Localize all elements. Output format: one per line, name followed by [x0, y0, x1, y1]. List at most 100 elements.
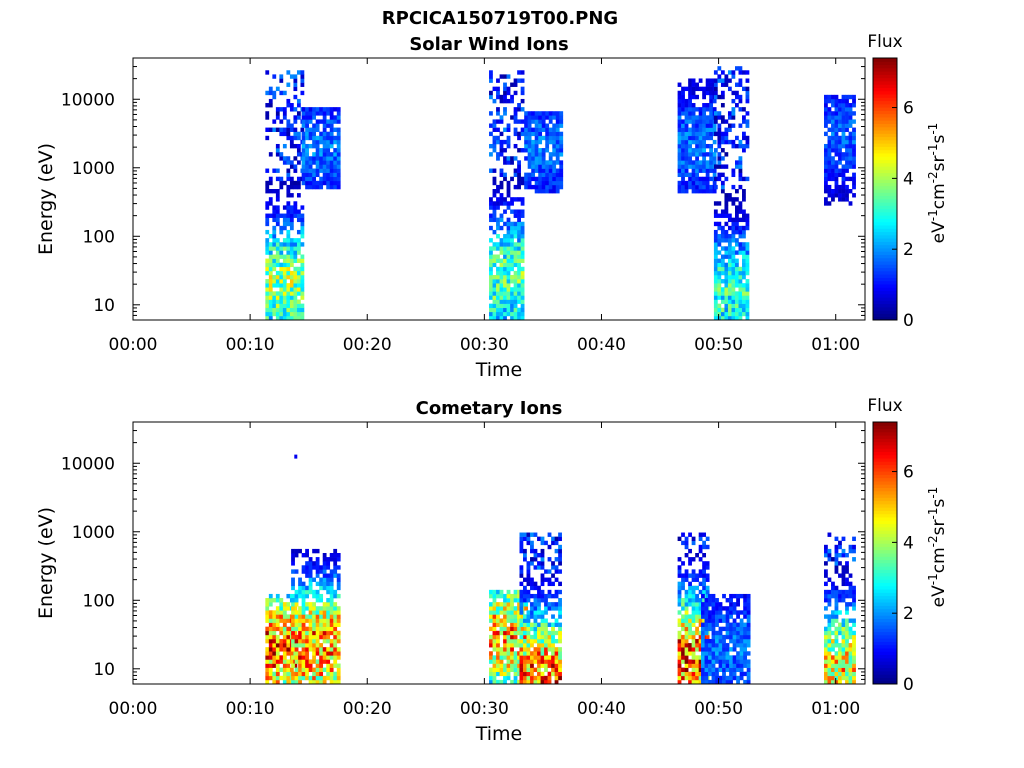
flux-cell	[510, 82, 514, 87]
flux-cell	[524, 156, 528, 161]
flux-cell	[742, 287, 746, 292]
flux-cell	[742, 143, 746, 149]
flux-cell	[291, 679, 295, 685]
flux-cell	[705, 577, 710, 582]
flux-cell	[326, 176, 331, 182]
flux-cell	[336, 135, 341, 141]
flux-cell	[319, 614, 324, 619]
flux-cell	[848, 679, 853, 685]
flux-cell	[551, 634, 555, 640]
flux-cell	[282, 225, 287, 231]
flux-cell	[301, 659, 306, 664]
flux-cell	[329, 581, 334, 587]
flux-cell	[296, 315, 301, 321]
flux-cell	[336, 164, 341, 169]
flux-cell	[510, 634, 514, 640]
flux-cell	[517, 667, 521, 673]
flux-cell	[731, 234, 736, 239]
x-tick-label: 00:30	[460, 335, 509, 355]
flux-cell	[520, 234, 525, 239]
spectrogram-cells	[265, 454, 856, 685]
flux-cell	[517, 630, 521, 636]
flux-cell	[711, 675, 716, 681]
flux-cell	[540, 630, 545, 636]
flux-cell	[743, 622, 748, 627]
flux-cell	[291, 581, 295, 587]
flux-cell	[745, 221, 750, 227]
flux-cell	[534, 135, 539, 141]
flux-cell	[738, 209, 743, 214]
flux-cell	[538, 189, 543, 194]
flux-cell	[506, 160, 511, 165]
flux-cell	[531, 152, 536, 157]
flux-cell	[838, 659, 842, 664]
flux-cell	[684, 544, 689, 550]
flux-cell	[704, 638, 709, 644]
flux-cell	[329, 115, 334, 120]
flux-cell	[305, 127, 309, 132]
flux-cell	[503, 651, 507, 656]
plot-frame	[132, 421, 866, 685]
flux-cell	[510, 598, 514, 603]
flux-cell	[681, 103, 685, 108]
flux-cell	[691, 679, 696, 685]
flux-cell	[533, 651, 538, 656]
flux-cell	[738, 291, 743, 296]
flux-cell	[279, 299, 284, 304]
flux-cell	[513, 274, 518, 280]
flux-cell	[534, 164, 539, 169]
flux-cell	[326, 557, 331, 562]
flux-cell	[510, 643, 514, 648]
flux-cell	[695, 172, 699, 178]
flux-cell	[848, 544, 853, 550]
flux-cell	[506, 659, 511, 664]
flux-cell	[294, 598, 299, 603]
flux-cell	[326, 655, 331, 660]
flux-cell	[503, 630, 507, 636]
flux-cell	[489, 152, 493, 157]
flux-cell	[305, 172, 309, 178]
flux-cell	[294, 675, 299, 681]
flux-cell	[841, 127, 846, 132]
flux-cell	[326, 135, 331, 141]
flux-cell	[496, 266, 500, 272]
colorbar-band	[873, 241, 897, 246]
flux-cell	[326, 606, 331, 611]
flux-cell	[282, 626, 287, 632]
flux-cell	[705, 573, 710, 578]
flux-cell	[705, 78, 710, 83]
flux-cell	[496, 254, 500, 259]
colorbar-band	[873, 110, 897, 115]
colorbar-band	[873, 267, 897, 272]
flux-cell	[688, 643, 692, 648]
flux-cell	[513, 315, 518, 321]
flux-cell	[547, 634, 552, 640]
flux-cell	[698, 180, 703, 186]
flux-cell	[713, 250, 718, 255]
flux-cell	[727, 283, 732, 288]
flux-cell	[738, 107, 743, 112]
flux-cell	[845, 647, 849, 652]
flux-cell	[272, 663, 277, 668]
flux-cell	[720, 209, 725, 214]
flux-cell	[300, 234, 305, 239]
flux-cell	[681, 655, 685, 660]
flux-cell	[702, 189, 707, 194]
flux-cell	[499, 671, 504, 677]
colorbar-band	[873, 293, 897, 298]
flux-cell	[296, 311, 301, 317]
flux-cell	[268, 152, 273, 157]
flux-cell	[691, 610, 696, 615]
flux-cell	[551, 651, 555, 656]
flux-cell	[705, 536, 710, 542]
flux-cell	[738, 234, 743, 239]
flux-cell	[558, 598, 562, 603]
x-tick-label: 00:10	[226, 335, 275, 355]
flux-cell	[715, 679, 719, 685]
flux-cell	[715, 622, 719, 627]
flux-cell	[286, 127, 291, 132]
flux-cell	[677, 585, 682, 591]
flux-cell	[265, 246, 270, 251]
flux-cell	[841, 569, 846, 574]
flux-cell	[326, 152, 331, 157]
